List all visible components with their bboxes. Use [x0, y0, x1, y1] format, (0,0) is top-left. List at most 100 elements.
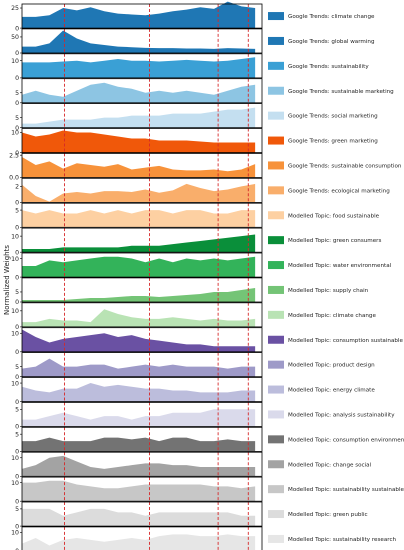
legend-swatch: [268, 460, 284, 469]
y-tick-label: 0: [15, 324, 19, 331]
legend-swatch: [268, 285, 284, 294]
y-tick-label: 5: [15, 364, 19, 371]
panel-12: 0 10 Modelled Topic: climate change: [11, 302, 376, 331]
panel-frame: [21, 252, 263, 278]
y-axis-label: Normalized Weights: [3, 245, 11, 315]
legend-label: Modelled Topic: sustainability sustainab…: [288, 487, 404, 493]
legend-label: Modelled Topic: energy climate: [288, 388, 375, 394]
legend-label: Modelled Topic: climate change: [288, 313, 376, 319]
y-tick-label: 0: [15, 274, 19, 281]
legend-label: Modelled Topic: food sustainable: [288, 213, 380, 219]
legend-label: Modelled Topic: consumption environmenta…: [288, 437, 404, 443]
y-tick-label: 2: [15, 184, 19, 191]
legend-swatch: [268, 136, 284, 145]
y-tick-label: 5: [15, 115, 19, 122]
legend-swatch: [268, 86, 284, 95]
panel-0: 0 25 Google Trends: climate change: [11, 1, 375, 32]
legend-label: Google Trends: social marketing: [288, 114, 378, 120]
legend-label: Google Trends: sustainable marketing: [288, 89, 394, 95]
y-tick-label: 50: [11, 34, 19, 41]
area-series-16: [22, 409, 256, 427]
area-series-18: [22, 455, 256, 477]
panel-frame: [21, 78, 263, 104]
legend-label: Modelled Topic: change social: [288, 462, 372, 468]
legend-swatch: [268, 12, 284, 21]
legend-swatch: [268, 111, 284, 120]
panel-1: 0 50 Google Trends: global warming: [11, 28, 375, 57]
y-tick-label: 0: [15, 200, 19, 207]
area-series-8: [22, 210, 256, 228]
y-tick-label: 0: [15, 299, 19, 306]
panel-frame: [21, 202, 263, 228]
panel-frame: [21, 526, 263, 550]
panel-frame: [21, 401, 263, 427]
y-tick-label: 0: [15, 225, 19, 232]
panel-3: 0 5 Google Trends: sustainable marketing: [15, 78, 394, 107]
y-tick-label: 5: [15, 90, 19, 97]
y-tick-label: 0: [15, 249, 19, 256]
area-series-7: [22, 183, 256, 203]
panel-4: 0 5 Google Trends: social marketing: [15, 103, 378, 132]
panel-frame: [21, 177, 263, 203]
y-tick-label: 0: [15, 75, 19, 82]
panel-15: 0 10 Modelled Topic: energy climate: [11, 377, 375, 406]
panel-frame: [21, 476, 263, 502]
legend-label: Modelled Topic: green consumers: [288, 238, 381, 244]
legend-label: Modelled Topic: supply chain: [288, 288, 369, 294]
y-tick-label: 10: [11, 130, 19, 137]
y-tick-label: 10: [11, 308, 19, 315]
y-tick-label: 0: [15, 50, 19, 57]
y-tick-label: 0: [15, 150, 19, 157]
area-series-5: [22, 130, 256, 153]
panel-14: 0 5 Modelled Topic: product design: [15, 352, 375, 381]
area-series-21: [22, 534, 256, 550]
legend-swatch: [268, 534, 284, 543]
y-tick-label: 10: [11, 256, 19, 263]
panel-frame: [21, 103, 263, 129]
y-tick-label: 0: [15, 399, 19, 406]
legend-label: Google Trends: ecological marketing: [288, 188, 390, 194]
area-series-4: [22, 107, 256, 128]
legend-swatch: [268, 485, 284, 494]
panel-frame: [21, 302, 263, 328]
panel-frame: [21, 277, 263, 303]
area-series-11: [22, 287, 256, 302]
y-tick-label: 10: [11, 330, 19, 337]
panel-6: 0.0 2.5 Google Trends: sustainable consump…: [9, 152, 402, 181]
panel-frame: [21, 3, 263, 29]
legend-label: Google Trends: sustainability: [288, 64, 369, 70]
area-series-14: [22, 358, 256, 377]
y-tick-label: 5: [15, 431, 19, 438]
area-series-19: [22, 480, 256, 502]
y-tick-label: 25: [11, 5, 19, 12]
y-tick-label: 0.0: [9, 175, 19, 182]
y-tick-label: 0: [15, 100, 19, 107]
panel-7: 0 2 Google Trends: ecological marketing: [15, 177, 390, 207]
legend-swatch: [268, 410, 284, 419]
y-tick-label: 5: [15, 289, 19, 296]
y-tick-label: 10: [11, 58, 19, 65]
legend-swatch: [268, 61, 284, 70]
legend-label: Modelled Topic: green public: [288, 512, 368, 518]
legend-label: Modelled Topic: product design: [288, 363, 375, 369]
legend-swatch: [268, 36, 284, 45]
area-series-13: [22, 329, 256, 352]
legend-swatch: [268, 510, 284, 519]
y-tick-label: 0: [15, 498, 19, 505]
y-tick-label: 5: [15, 406, 19, 413]
legend-swatch: [268, 161, 284, 170]
panel-frame: [21, 152, 263, 178]
y-tick-label: 0: [15, 125, 19, 132]
y-tick-label: 10: [11, 380, 19, 387]
y-tick-label: 2.5: [9, 152, 19, 159]
panel-frame: [21, 501, 263, 527]
legend-swatch: [268, 211, 284, 220]
